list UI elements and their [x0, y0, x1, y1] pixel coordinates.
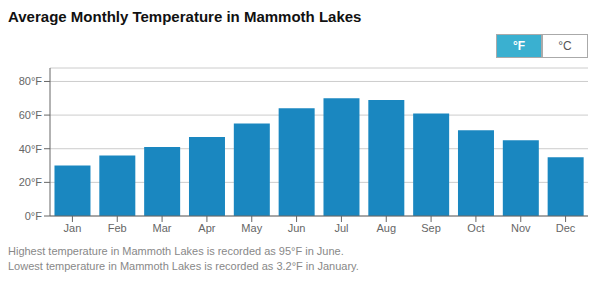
svg-text:Nov: Nov: [511, 222, 531, 234]
svg-text:Apr: Apr: [198, 222, 215, 234]
svg-text:60°F: 60°F: [19, 109, 43, 121]
svg-text:Sep: Sep: [421, 222, 441, 234]
svg-text:Jun: Jun: [288, 222, 306, 234]
svg-text:80°F: 80°F: [19, 75, 43, 87]
svg-text:40°F: 40°F: [19, 143, 43, 155]
html-text:Average Monthly Temperature in: Average Monthly Temperature in Mammoth L…: [8, 8, 362, 25]
svg-text:Feb: Feb: [108, 222, 127, 234]
html-text:Highest temperature in Mammoth: Highest temperature in Mammoth Lakes is …: [8, 245, 359, 272]
svg-text:0°F: 0°F: [25, 210, 43, 222]
svg-text:20°F: 20°F: [19, 176, 43, 188]
svg-text:May: May: [241, 222, 262, 234]
svg-text:Jul: Jul: [334, 222, 348, 234]
svg-text:Aug: Aug: [376, 222, 396, 234]
html-text:°C: °C: [558, 39, 572, 53]
svg-text:Mar: Mar: [153, 222, 172, 234]
svg-text:Dec: Dec: [556, 222, 576, 234]
svg-text:Oct: Oct: [467, 222, 484, 234]
svg-text:Jan: Jan: [64, 222, 82, 234]
html-text:°F: °F: [512, 39, 526, 53]
